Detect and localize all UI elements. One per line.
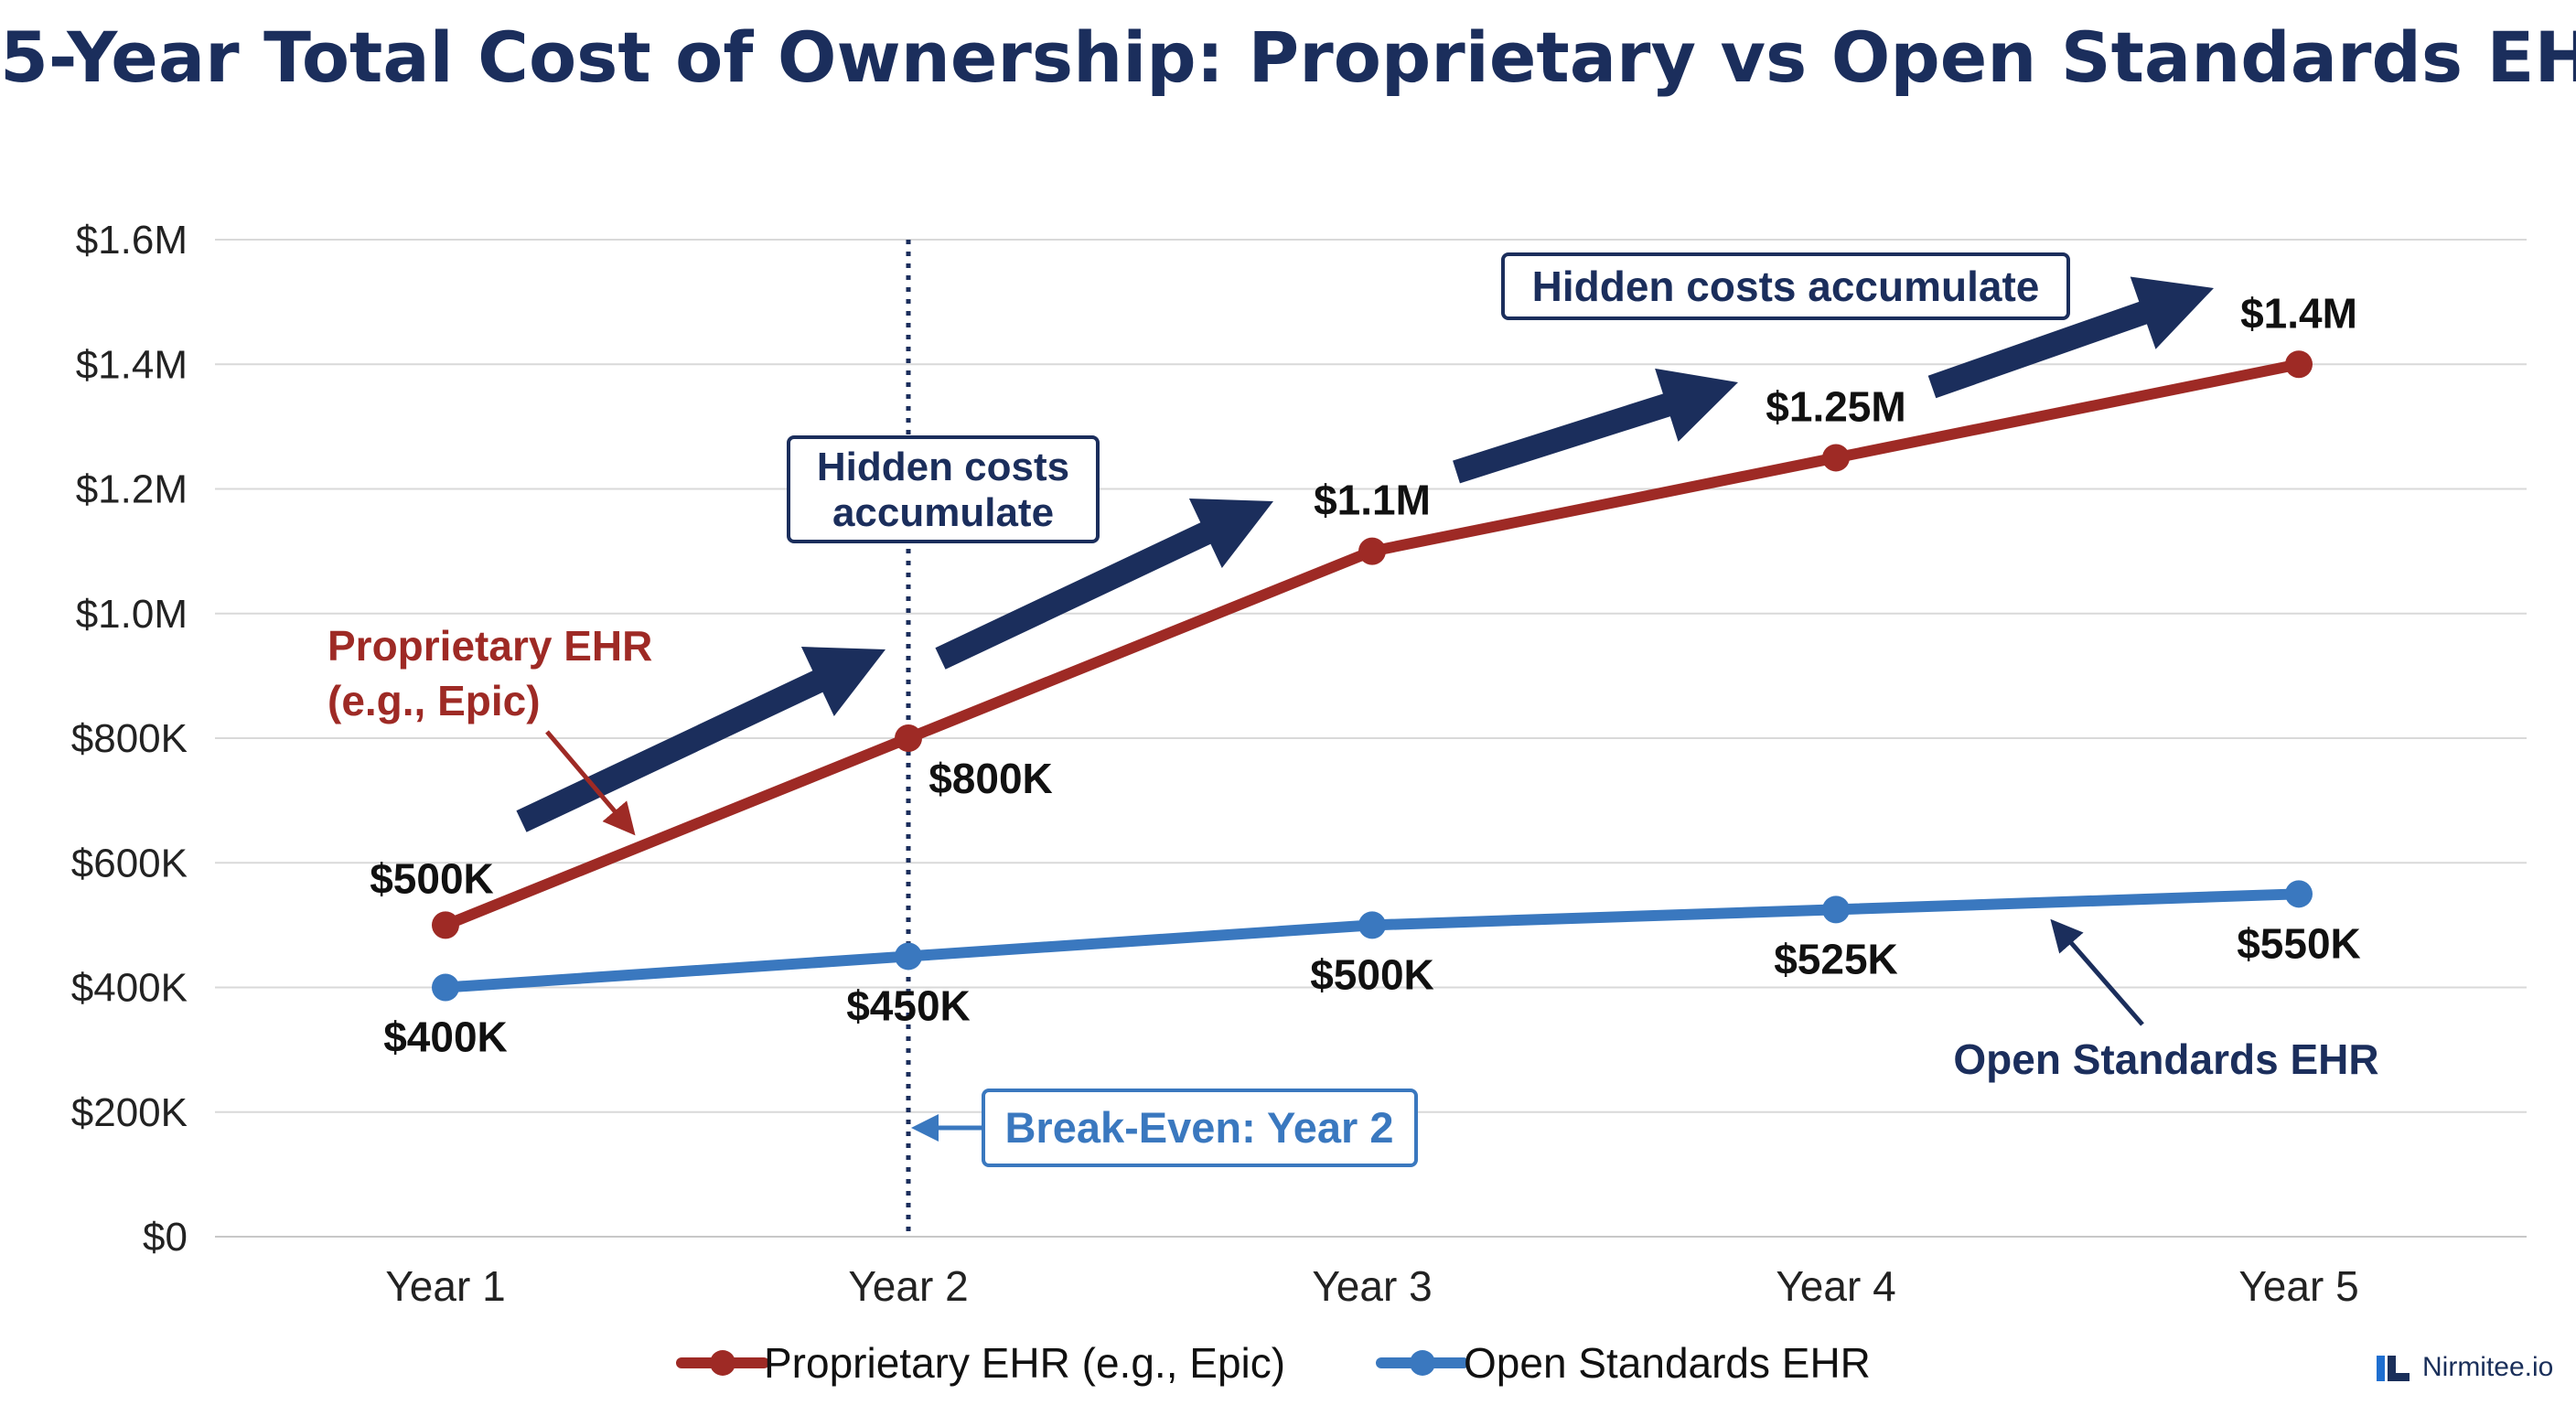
y-tick-label: $200K (71, 1090, 188, 1135)
hidden-cost-arrow (516, 647, 886, 832)
data-point (895, 942, 922, 971)
x-axis-tick-labels: Year 1 Year 2 Year 3 Year 4 Year 5 (385, 1262, 2358, 1310)
y-tick-label: $400K (71, 966, 188, 1011)
data-point (1822, 444, 1850, 472)
data-point (432, 911, 459, 939)
data-labels: $500K $800K $1.1M $1.25M $1.4M $400K $450K $500… (370, 289, 2361, 1060)
hidden-costs-text: accumulate (832, 490, 1054, 535)
y-tick-label: $800K (71, 716, 188, 761)
data-label: $500K (1310, 950, 1434, 998)
y-tick-label: $600K (71, 841, 188, 885)
proprietary-callout-text: (e.g., Epic) (327, 677, 541, 724)
data-point (2285, 350, 2313, 379)
y-tick-label: $1.2M (76, 467, 188, 512)
y-tick-label: $0 (143, 1215, 188, 1260)
data-label: $450K (846, 981, 971, 1029)
y-tick-label: $1.0M (76, 592, 188, 637)
hidden-costs-box (787, 435, 1100, 543)
break-even-text: Break-Even: Year 2 (1004, 1103, 1393, 1152)
y-axis-tick-labels: $0 $200K $400K $600K $800K $1.0M $1.2M $1.4M $1.… (71, 218, 188, 1260)
data-label: $1.1M (1314, 477, 1431, 524)
hidden-cost-arrow (935, 499, 1273, 670)
data-point (1358, 537, 1386, 565)
hidden-costs-text: Hidden costs (817, 445, 1069, 489)
data-label: $1.25M (1766, 382, 1905, 430)
data-point (432, 973, 459, 1002)
data-label: $550K (2237, 919, 2361, 967)
proprietary-line (440, 359, 2304, 931)
data-label: $500K (370, 854, 494, 902)
legend: Proprietary EHR (e.g., Epic) Open Standar… (676, 1339, 1871, 1387)
data-point (2285, 880, 2313, 908)
data-label: $400K (383, 1014, 508, 1061)
x-tick-label: Year 2 (848, 1262, 968, 1310)
open-standards-callout-text: Open Standards EHR (1953, 1035, 2378, 1083)
proprietary-callout-arrow (545, 730, 636, 836)
y-tick-label: $1.4M (76, 342, 188, 387)
chart-title: 5-Year Total Cost of Ownership: Propriet… (0, 16, 2576, 98)
legend-marker (710, 1350, 735, 1376)
data-point (895, 724, 922, 752)
y-tick-label: $1.6M (76, 218, 188, 263)
series-lines (432, 350, 2313, 1002)
brand-name: Nirmitee.io (2422, 1352, 2554, 1382)
legend-label: Open Standards EHR (1464, 1339, 1871, 1387)
legend-label: Proprietary EHR (e.g., Epic) (764, 1339, 1285, 1387)
proprietary-callout-text: Proprietary EHR (327, 622, 652, 670)
nirmitee-logo-icon (2377, 1356, 2410, 1381)
brand: Nirmitee.io (2375, 1352, 2553, 1383)
data-label: $800K (928, 755, 1053, 802)
open-standards-callout-arrow (2050, 918, 2144, 1026)
data-point (1358, 911, 1386, 939)
hidden-cost-arrow (1453, 368, 1738, 484)
x-tick-label: Year 1 (385, 1262, 505, 1310)
hidden-cost-arrow (1927, 276, 2214, 399)
data-point (1822, 896, 1850, 924)
x-tick-label: Year 3 (1312, 1262, 1432, 1310)
hidden-costs-box (1501, 252, 2070, 320)
data-label: $1.4M (2240, 289, 2357, 337)
x-tick-label: Year 5 (2238, 1262, 2358, 1310)
hidden-costs-text: Hidden costs accumulate (1532, 263, 2040, 310)
legend-marker (1410, 1350, 1435, 1376)
x-tick-label: Year 4 (1776, 1262, 1895, 1310)
data-label: $525K (1774, 935, 1898, 982)
